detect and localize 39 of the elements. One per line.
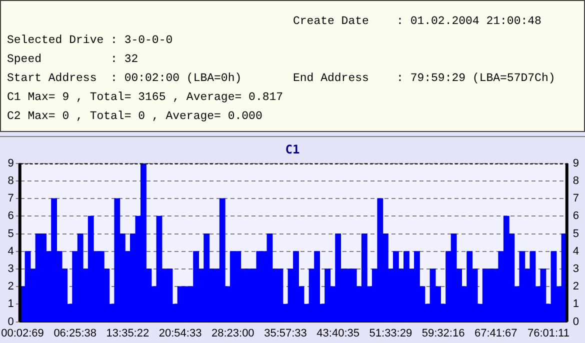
- x-tick-label: 20:54:33: [158, 327, 202, 340]
- y-tick-label: 8: [8, 175, 14, 188]
- y-tick-label: 2: [8, 280, 14, 293]
- x-tick-label: 06:25:38: [54, 327, 97, 340]
- y2-tick-label: 7: [572, 192, 580, 205]
- y2-tick-label: 6: [572, 210, 580, 222]
- y-tick-label: 3: [8, 263, 14, 276]
- x-tick-label: 67:41:67: [474, 327, 518, 340]
- y-tick-label: 7: [8, 192, 14, 205]
- y-tick-label: 1: [8, 298, 14, 310]
- x-tick-label: 13:35:22: [106, 327, 150, 340]
- text: Selected Drive : 3-0-0-0: [7, 34, 173, 47]
- x-tick-label: 43:40:35: [316, 327, 360, 340]
- text: Create Date : 01.02.2004 21:00:48: [293, 15, 542, 28]
- x-tick-label: 35:57:33: [264, 327, 307, 340]
- y-tick-label: 6: [8, 210, 14, 222]
- x-tick-label: 51:33:29: [369, 327, 412, 340]
- x-tick-label: 59:32:16: [422, 327, 465, 340]
- x-tick-label: 76:01:11: [527, 327, 570, 340]
- y-tick-label: 9: [8, 157, 14, 170]
- y2-tick-label: 0: [572, 316, 580, 328]
- y2-tick-label: 9: [572, 157, 580, 170]
- text: Speed : 32: [7, 53, 138, 66]
- y2-tick-label: 3: [572, 263, 580, 276]
- x-tick-label: 28:23:00: [211, 327, 254, 340]
- y2-tick-label: 8: [572, 175, 580, 188]
- y2-tick-label: 1: [572, 298, 580, 310]
- y2-tick-label: 4: [572, 245, 580, 258]
- text: Start Address : 00:02:00 (LBA=0h): [7, 72, 242, 85]
- y2-tick-label: 2: [572, 280, 580, 293]
- x-tick-label: 00:02:69: [1, 327, 44, 340]
- text: C2 Max= 0 , Total= 0 , Average= 0.000: [7, 110, 262, 123]
- y-tick-label: 0: [8, 316, 14, 328]
- chart-title: C1: [285, 142, 300, 156]
- y-tick-label: 4: [8, 245, 14, 258]
- y2-tick-label: 5: [572, 228, 580, 240]
- y-tick-label: 5: [8, 228, 14, 240]
- text: End Address : 79:59:29 (LBA=57D7Ch): [293, 72, 556, 85]
- text: C1 Max= 9 , Total= 3165 , Average= 0.817: [7, 91, 284, 104]
